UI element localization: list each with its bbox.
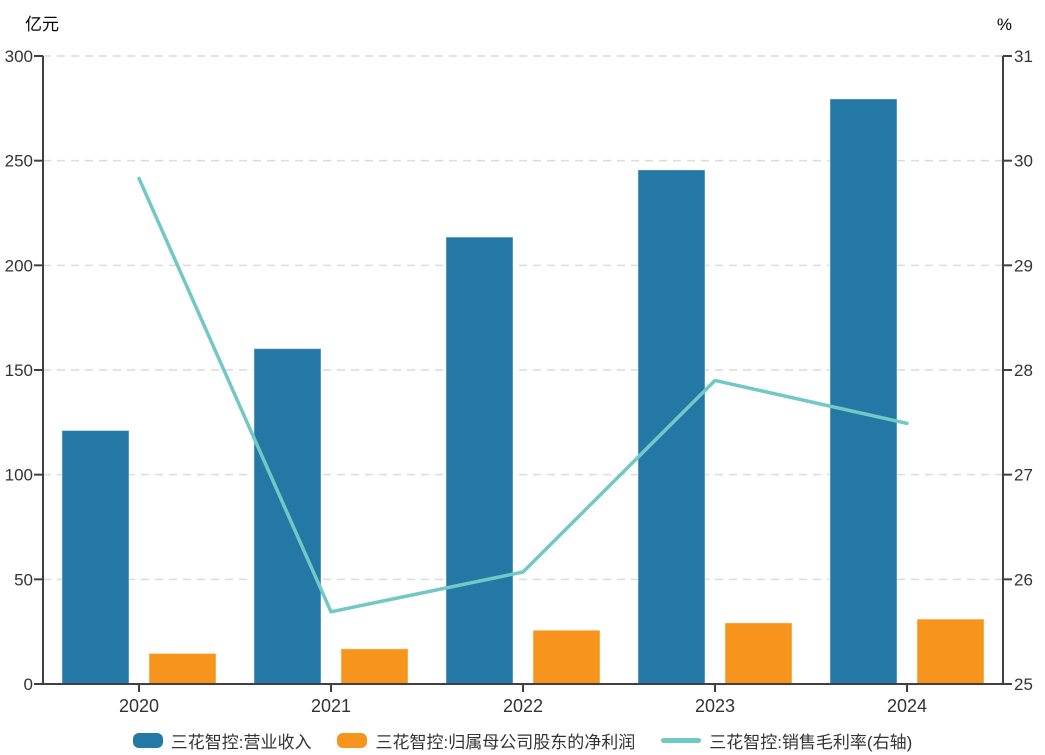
legend-swatch-net-profit-icon	[337, 732, 368, 748]
x-axis-category-label: 2020	[119, 696, 159, 716]
y-axis-right-tick-label: 31	[1014, 47, 1033, 66]
x-axis-category-label: 2024	[887, 696, 927, 716]
legend-item-revenue[interactable]: 三花智控:营业收入	[132, 728, 312, 753]
revenue-bar	[445, 236, 514, 685]
revenue-bar	[829, 98, 898, 685]
y-axis-left-tick-label: 150	[5, 361, 33, 380]
y-axis-right-tick-label: 27	[1014, 466, 1033, 485]
legend: 三花智控:营业收入 三花智控:归属母公司股东的净利润 三花智控:销售毛利率(右轴…	[0, 728, 1045, 752]
gross-margin-line	[137, 176, 909, 614]
y-axis-right-tick-label: 30	[1014, 152, 1033, 171]
y-axis-right-tick-label: 26	[1014, 570, 1033, 589]
y-axis-left-tick-label: 200	[5, 256, 33, 275]
x-axis-category-label: 2023	[695, 696, 735, 716]
net-profit-bar	[916, 618, 985, 685]
net-profit-bar	[724, 622, 793, 685]
x-axis-category-label: 2021	[311, 696, 351, 716]
y-axis-right-tick-label: 25	[1014, 675, 1033, 694]
revenue-bar	[61, 429, 130, 685]
legend-label-gross-margin: 三花智控:销售毛利率(右轴)	[709, 732, 913, 752]
net-profit-bar	[148, 652, 217, 685]
revenue-bar	[637, 169, 706, 685]
net-profit-bar	[340, 648, 409, 685]
y-axis-left-tick-label: 0	[24, 675, 33, 694]
legend-swatch-revenue-icon	[132, 732, 163, 748]
net-profit-bar	[532, 629, 601, 685]
y-axis-right-tick-label: 28	[1014, 361, 1033, 380]
legend-label-revenue: 三花智控:营业收入	[170, 732, 312, 752]
y-axis-right-tick-label: 29	[1014, 256, 1033, 275]
legend-item-gross-margin[interactable]: 三花智控:销售毛利率(右轴)	[661, 728, 912, 753]
legend-item-net-profit[interactable]: 三花智控:归属母公司股东的净利润	[337, 728, 635, 753]
x-axis-category-label: 2022	[503, 696, 543, 716]
legend-swatch-gross-margin-icon	[661, 737, 702, 743]
legend-label-net-profit: 三花智控:归属母公司股东的净利润	[375, 732, 636, 752]
y-axis-left-tick-label: 300	[5, 47, 33, 66]
y-axis-left-tick-label: 100	[5, 466, 33, 485]
right-axis-unit-label: %	[997, 15, 1012, 34]
y-axis-left-tick-label: 50	[14, 570, 33, 589]
left-axis-unit-label: 亿元	[25, 15, 59, 34]
y-axis-left-tick-label: 250	[5, 152, 33, 171]
